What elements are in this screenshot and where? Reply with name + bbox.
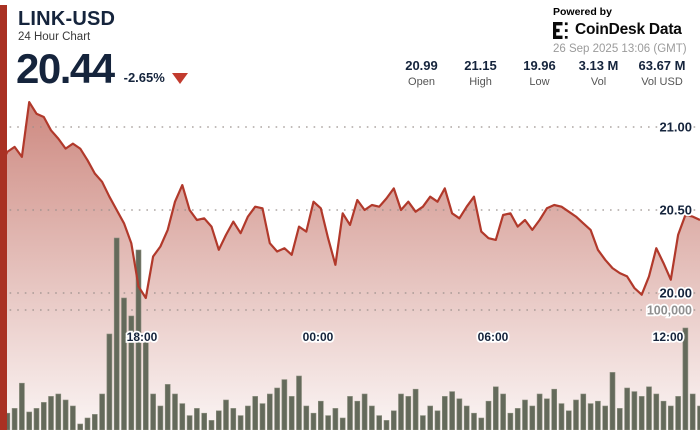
logo-text-data: Data [648, 21, 682, 38]
stat-low: 19.96 Low [510, 58, 569, 88]
stats-row: 20.99 Open 21.15 High 19.96 Low 3.13 M V… [392, 58, 696, 88]
svg-text:00:00: 00:00 [303, 330, 334, 344]
svg-text:21.00: 21.00 [659, 120, 692, 135]
current-price: 20.44 [16, 45, 115, 92]
stat-open: 20.99 Open [392, 58, 451, 88]
stat-open-label: Open [408, 76, 435, 88]
price-change: -2.65% [123, 70, 165, 85]
coindesk-logo-icon [553, 21, 568, 39]
stat-vol: 3.13 M Vol [569, 58, 628, 88]
stat-low-label: Low [529, 76, 550, 88]
svg-text:06:00: 06:00 [478, 330, 509, 344]
stat-high: 21.15 High [451, 58, 510, 88]
coindesk-logo: CoinDesk Data [553, 21, 687, 39]
svg-text:12:00: 12:00 [653, 330, 684, 344]
stat-vol-value: 3.13 M [578, 58, 619, 73]
svg-text:20.00: 20.00 [659, 286, 692, 301]
chart-subtitle: 24 Hour Chart [18, 31, 91, 43]
page-title: LINK-USD [18, 8, 116, 30]
svg-text:20.50: 20.50 [659, 203, 692, 218]
stat-vol-label: Vol [590, 76, 607, 88]
stat-vol-usd-value: 63.67 M [638, 58, 686, 73]
stat-vol-usd-label: Vol USD [641, 76, 683, 88]
price-block: 20.44 -2.65% [16, 48, 188, 90]
coindesk-branding[interactable]: Powered by CoinDesk Data 26 Sep 2025 13:… [553, 6, 687, 55]
stat-low-value: 19.96 [523, 58, 556, 73]
triangle-down-icon [171, 73, 188, 84]
timestamp: 26 Sep 2025 13:06 (GMT) [553, 43, 687, 55]
svg-text:18:00: 18:00 [127, 330, 158, 344]
stat-high-value: 21.15 [464, 58, 497, 73]
stat-high-label: High [469, 76, 492, 88]
powered-by-text: Powered by [553, 6, 612, 18]
stat-open-value: 20.99 [405, 58, 438, 73]
logo-text-coindesk: CoinDesk [575, 21, 645, 38]
svg-text:100,000: 100,000 [647, 304, 692, 318]
stat-vol-usd: 63.67 M Vol USD [628, 58, 696, 88]
